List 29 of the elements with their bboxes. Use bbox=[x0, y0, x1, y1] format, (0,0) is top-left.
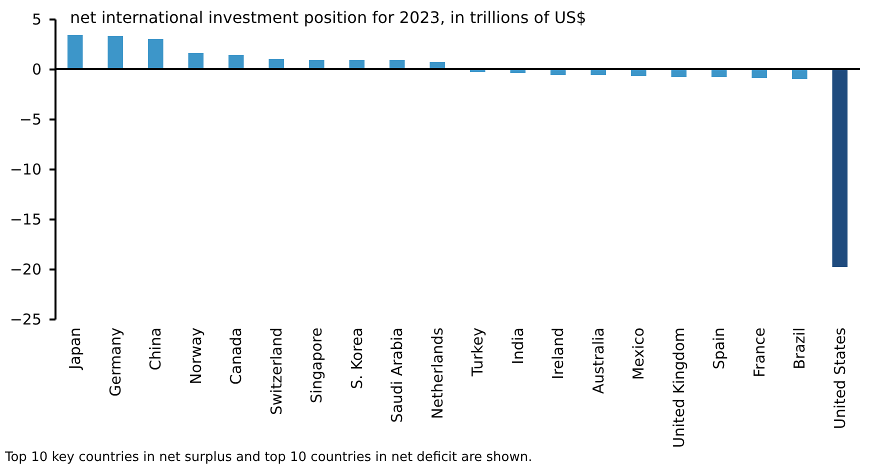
x-tick-label: Mexico bbox=[630, 328, 648, 380]
x-tick-label: Saudi Arabia bbox=[388, 328, 406, 423]
y-tick-label: −10 bbox=[10, 160, 42, 178]
x-tick-label: Spain bbox=[710, 328, 728, 370]
chart-title: net international investment position for 2023, in trillions of US$ bbox=[70, 8, 586, 27]
x-tick-label: Australia bbox=[589, 328, 608, 394]
x-tick-label: China bbox=[146, 328, 165, 370]
y-tick-label: −25 bbox=[10, 310, 42, 328]
x-tick-label: United Kingdom bbox=[670, 328, 688, 448]
text: Top 10 key countries in net surplus and top 10 countries in net deficit are shown. bbox=[4, 450, 532, 465]
x-tick-label: Brazil bbox=[790, 328, 809, 370]
x-tick-label: France bbox=[750, 328, 768, 378]
x-tick-label: Singapore bbox=[308, 328, 326, 404]
x-tick-label: India bbox=[508, 328, 527, 364]
x-tick-label: Canada bbox=[227, 328, 246, 385]
x-tick-label: Ireland bbox=[549, 328, 568, 380]
x-tick-label: Netherlands bbox=[428, 327, 446, 419]
y-tick-label: −15 bbox=[10, 210, 42, 228]
x-tick-label: Japan bbox=[66, 328, 84, 370]
x-tick-label: Turkey bbox=[468, 327, 487, 378]
y-tick-label: 0 bbox=[32, 60, 42, 78]
x-tick-label: Norway bbox=[186, 327, 205, 384]
x-tick-label: S. Korea bbox=[348, 328, 366, 390]
x-tick-label: United States bbox=[830, 327, 849, 430]
y-tick-label: −20 bbox=[10, 260, 42, 278]
y-tick-label: −5 bbox=[19, 110, 42, 128]
x-tick-label: Switzerland bbox=[267, 328, 286, 415]
x-tick-label: Germany bbox=[106, 327, 124, 396]
y-tick-label: 5 bbox=[32, 10, 42, 28]
